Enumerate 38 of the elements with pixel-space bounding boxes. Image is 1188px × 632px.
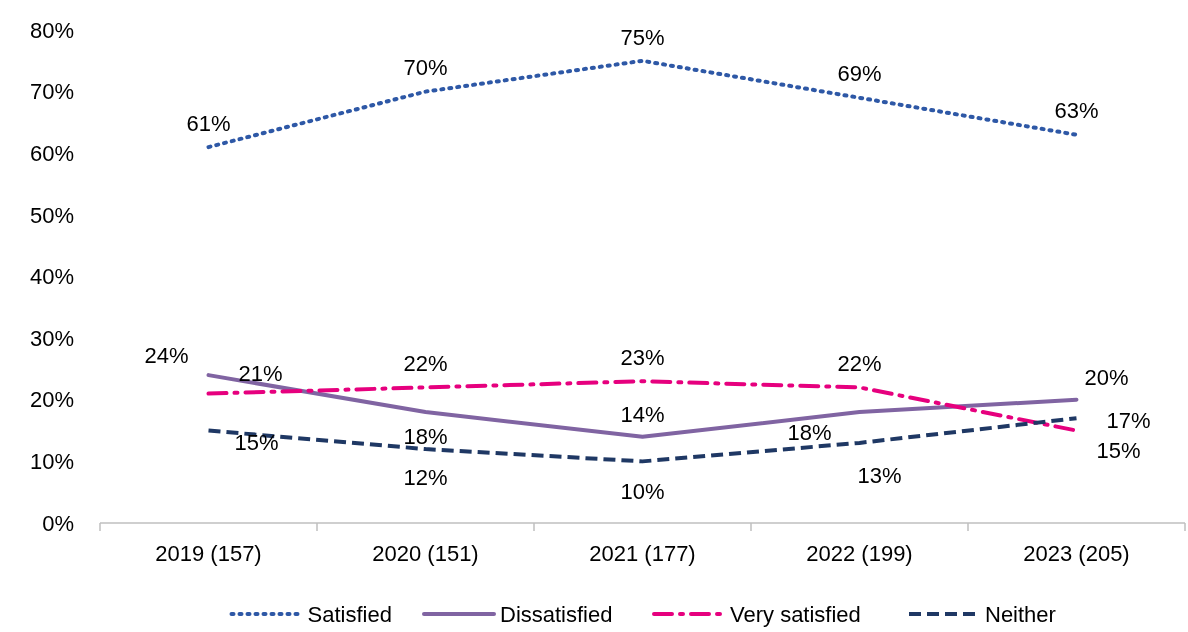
x-tick-label: 2021 (177)	[589, 541, 696, 566]
y-tick-label: 20%	[29, 387, 74, 413]
data-label: 15%	[234, 430, 279, 456]
data-label: 17%	[1106, 407, 1151, 433]
data-label: 70%	[403, 55, 448, 81]
y-tick-label: 0%	[42, 510, 74, 536]
legend-label: Neither	[985, 601, 1056, 627]
data-label: 22%	[837, 351, 882, 377]
data-label: 22%	[403, 351, 448, 377]
y-tick-label: 50%	[29, 202, 74, 228]
data-label: 75%	[620, 24, 665, 50]
data-label: 21%	[238, 361, 283, 387]
data-label: 14%	[620, 402, 665, 428]
y-tick-label: 70%	[29, 79, 74, 105]
x-tick-label: 2019 (157)	[155, 541, 262, 566]
legend-label: Very satisfied	[730, 601, 861, 627]
data-label: 13%	[857, 462, 902, 488]
data-label: 61%	[186, 110, 231, 136]
y-tick-label: 10%	[29, 449, 74, 475]
data-label: 12%	[403, 464, 448, 490]
y-tick-label: 60%	[29, 140, 74, 166]
y-tick-label: 80%	[29, 17, 74, 43]
legend-label: Dissatisfied	[500, 601, 613, 627]
data-label: 69%	[837, 61, 882, 87]
x-tick-label: 2022 (199)	[806, 541, 913, 566]
y-tick-label: 30%	[29, 325, 74, 351]
data-label: 18%	[403, 423, 448, 449]
data-label: 15%	[1096, 438, 1141, 464]
x-tick-label: 2023 (205)	[1023, 541, 1130, 566]
data-label: 24%	[144, 342, 189, 368]
y-tick-label: 40%	[29, 264, 74, 290]
data-label: 20%	[1084, 365, 1129, 391]
data-label: 23%	[620, 344, 665, 370]
x-tick-label: 2020 (151)	[372, 541, 479, 566]
legend-label: Satisfied	[307, 601, 392, 627]
data-label: 10%	[620, 479, 665, 505]
data-label: 18%	[787, 419, 832, 445]
data-label: 63%	[1054, 98, 1099, 124]
